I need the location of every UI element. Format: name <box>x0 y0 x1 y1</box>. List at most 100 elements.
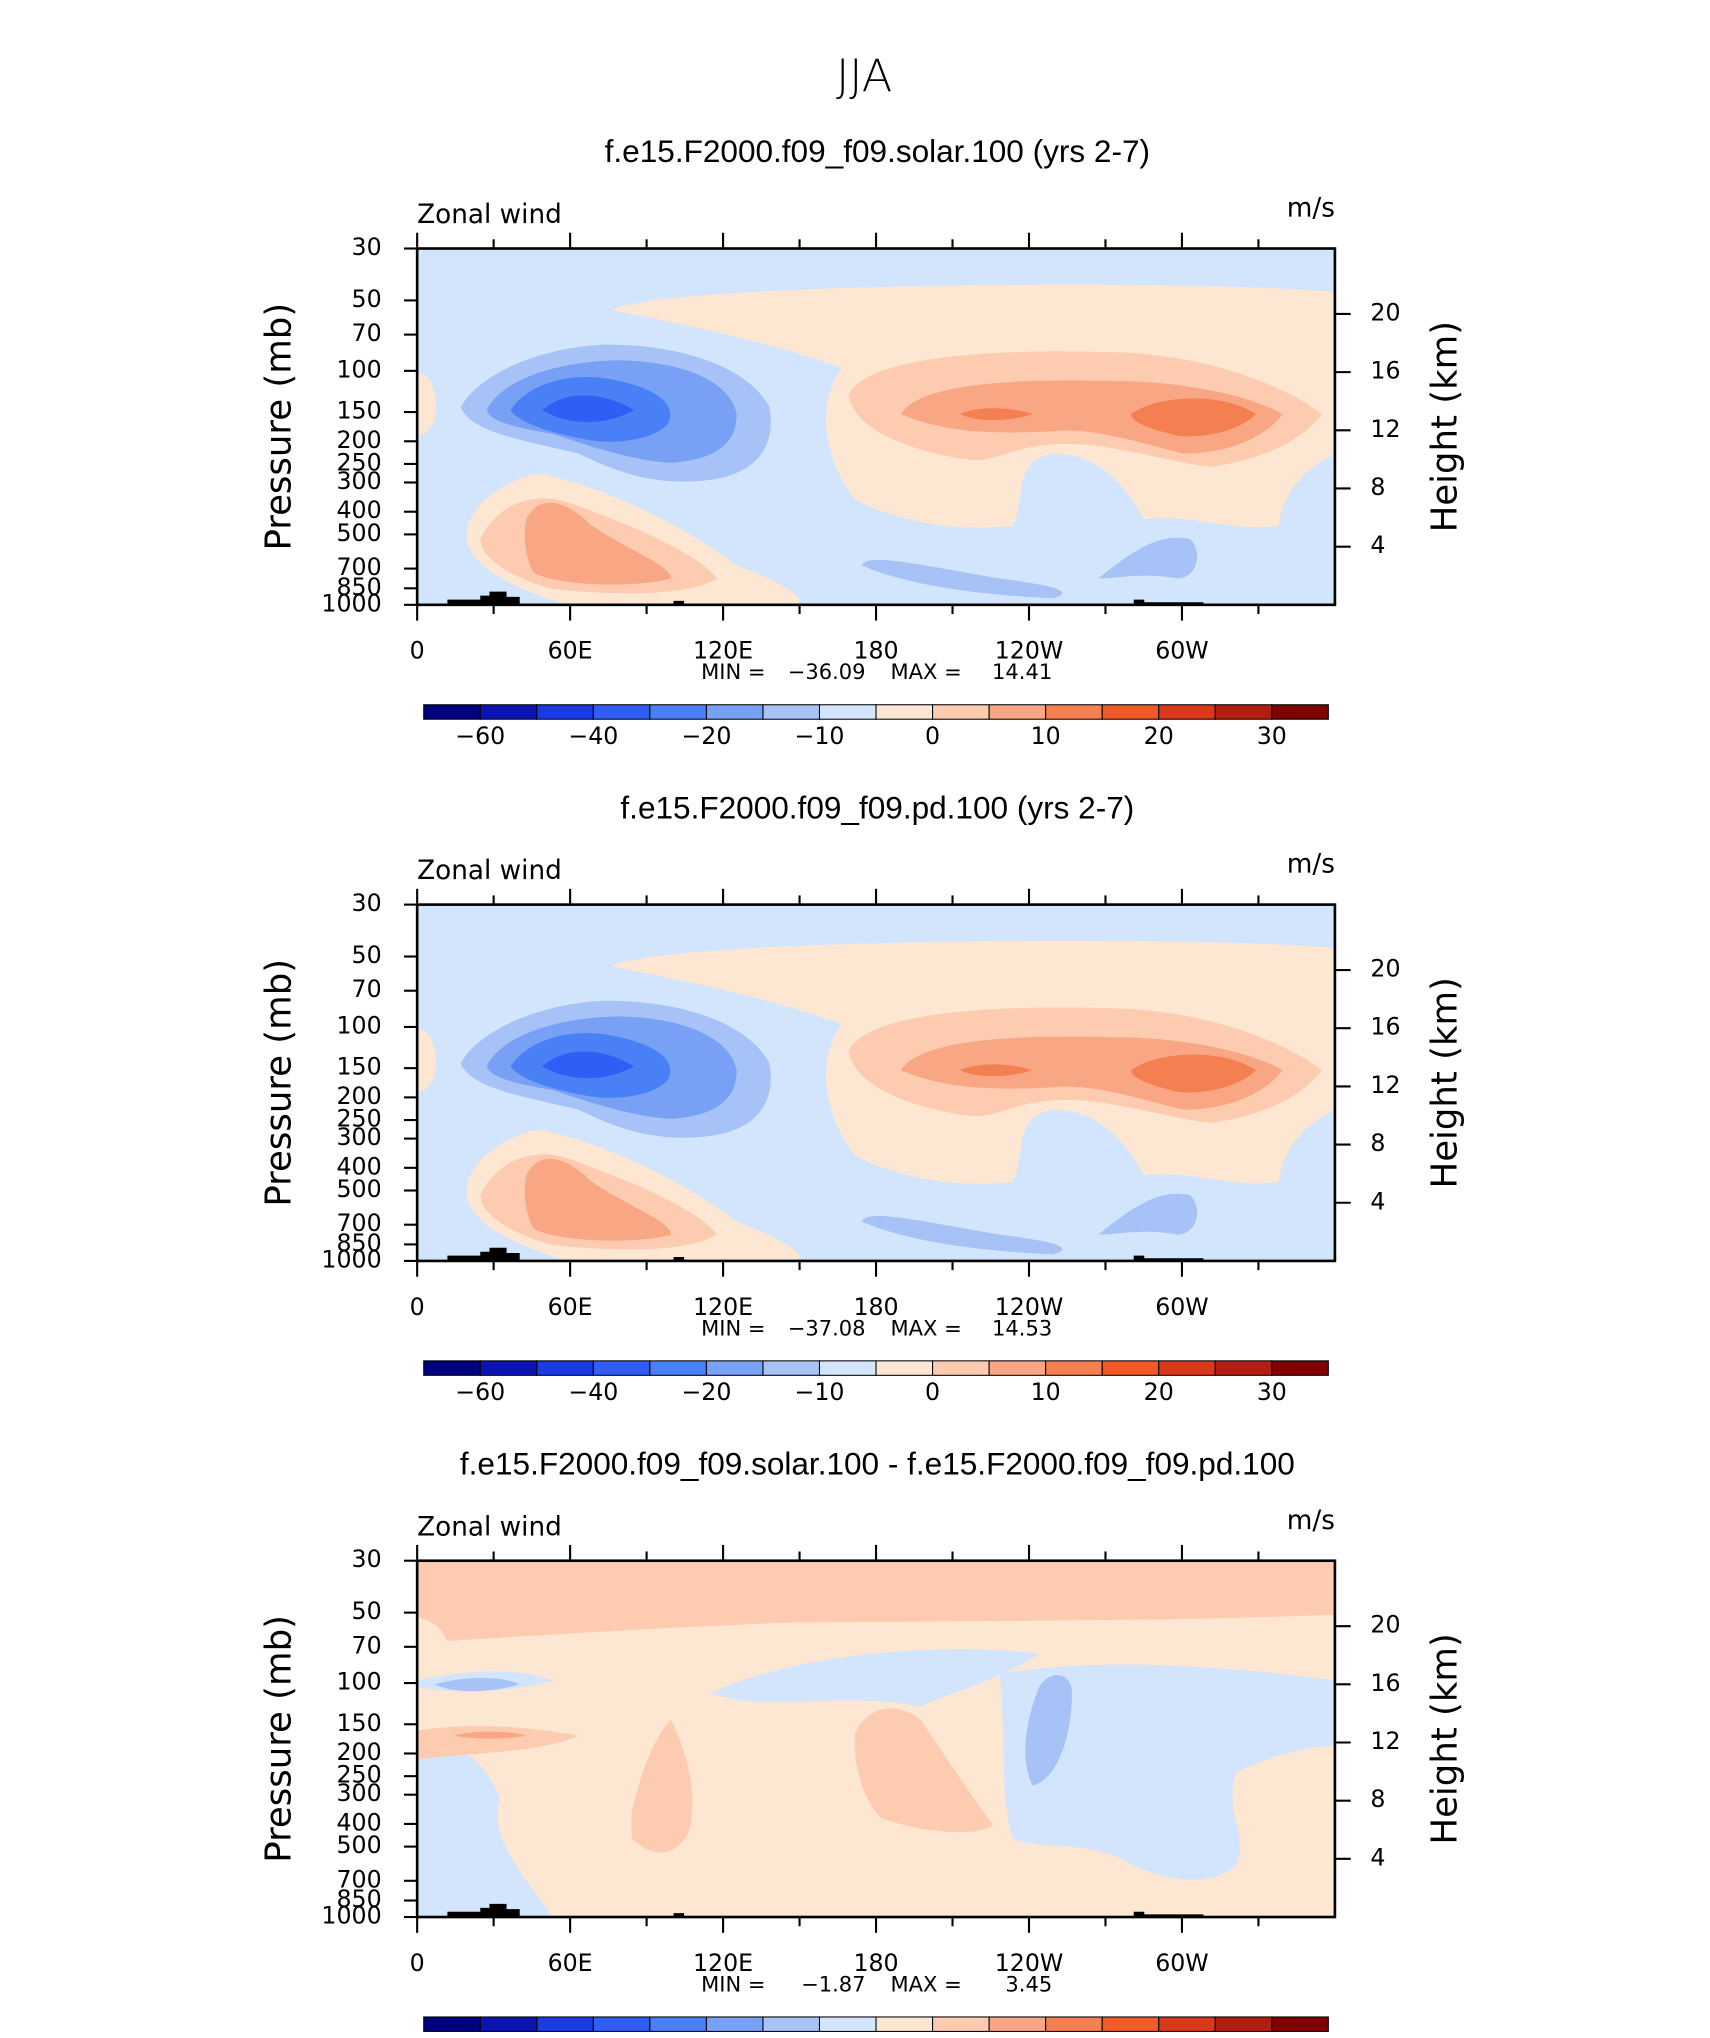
colorbar-box <box>1271 2016 1329 2032</box>
y-tick-label: 50 <box>352 941 382 969</box>
colorbar-box <box>988 2016 1047 2032</box>
colorbar-label: 3 <box>982 2034 997 2038</box>
colorbar-box <box>649 2016 707 2032</box>
colorbar-box <box>1045 1360 1103 1376</box>
colorbar-label: −15 <box>512 2034 562 2038</box>
colorbar-label: 30 <box>1257 722 1287 750</box>
colorbar-box <box>1101 1360 1160 1376</box>
contour-fill <box>542 1051 635 1079</box>
y-tick-label: 300 <box>337 1779 382 1807</box>
y-tick-label: 70 <box>352 975 382 1003</box>
contour-fill <box>1098 1193 1198 1235</box>
x-tick-label: 120W <box>995 1293 1064 1321</box>
colorbar-label: 20 <box>1144 722 1174 750</box>
x-tick-label: 120W <box>995 637 1064 665</box>
y-axis-label: Pressure (mb) <box>258 959 299 1207</box>
colorbar-box <box>818 2016 877 2032</box>
y-tick-label: 300 <box>337 467 382 495</box>
panel-title: f.e15.F2000.f09_f09.pd.100 (yrs 2-7) <box>620 789 1134 825</box>
contour-field <box>417 248 1335 605</box>
min-value: −1.87 <box>801 1971 865 1996</box>
contour-fill <box>417 1560 1335 1641</box>
y-tick-label: 500 <box>337 1831 382 1859</box>
colorbar-label: 0 <box>925 722 940 750</box>
contour-fill <box>1025 1675 1072 1786</box>
y-tick-label: 150 <box>337 1053 382 1081</box>
colorbar-box <box>1158 2016 1216 2032</box>
y2-axis-label: Height (km) <box>1425 321 1466 532</box>
y-tick-label: 850 <box>337 1229 382 1257</box>
min-label: MIN = <box>701 659 765 684</box>
colorbar-box <box>1214 2016 1273 2032</box>
y-axis-label: Pressure (mb) <box>258 1615 299 1863</box>
y-tick-label: 1000 <box>321 1902 381 1930</box>
colorbar-box <box>705 1360 764 1376</box>
y-tick-label: 30 <box>352 1545 382 1573</box>
y-tick-label: 50 <box>352 285 382 313</box>
y2-tick-label: 12 <box>1370 1071 1400 1099</box>
contour-fill <box>960 1064 1033 1077</box>
x-tick-label: 180 <box>853 1293 898 1321</box>
colorbar-box <box>592 704 651 720</box>
contour-fill <box>417 1742 553 1918</box>
y2-tick-label: 20 <box>1370 955 1400 983</box>
colorbar-box <box>649 1360 707 1376</box>
y-tick-label: 700 <box>337 553 382 581</box>
x-tick-label: 60E <box>548 637 593 665</box>
colorbar-label: 0 <box>925 1378 940 1406</box>
contour-fill <box>1131 398 1257 437</box>
x-tick-label: 120E <box>693 1949 753 1977</box>
y2-tick-label: 16 <box>1370 1669 1400 1697</box>
x-tick-label: 60W <box>1155 637 1209 665</box>
y2-tick-label: 4 <box>1370 1187 1385 1215</box>
min-value: −36.09 <box>788 659 866 684</box>
y2-tick-label: 16 <box>1370 1013 1400 1041</box>
min-label: MIN = <box>701 1971 765 1996</box>
colorbar-label: 0 <box>869 2034 884 2038</box>
max-label: MAX = <box>891 1315 962 1340</box>
y-tick-label: 850 <box>337 1885 382 1913</box>
colorbar-label: −18 <box>455 2034 505 2038</box>
figure-title: JJA <box>836 50 892 102</box>
contour-fill <box>453 1731 527 1739</box>
x-tick-label: 120E <box>693 637 753 665</box>
colorbar-box <box>423 1360 481 1376</box>
y-tick-label: 1000 <box>321 1245 381 1273</box>
y-tick-label: 700 <box>337 1865 382 1893</box>
colorbar-label: −60 <box>455 722 505 750</box>
y-tick-label: 100 <box>337 1668 382 1696</box>
y2-axis-label: Height (km) <box>1425 977 1466 1188</box>
colorbar-box <box>932 1360 990 1376</box>
colorbar-label: 12 <box>1144 2034 1174 2038</box>
y2-tick-label: 12 <box>1370 1727 1400 1755</box>
x-tick-label: 0 <box>410 1949 425 1977</box>
y-tick-label: 200 <box>337 426 382 454</box>
y-tick-label: 250 <box>337 1105 382 1133</box>
colorbar-box <box>1045 2016 1103 2032</box>
contour-fill <box>999 1664 1335 1880</box>
colorbar-box <box>988 1360 1047 1376</box>
right-label: m/s <box>1287 194 1335 224</box>
colorbar-label: −20 <box>681 722 731 750</box>
colorbar-label: −60 <box>455 1378 505 1406</box>
colorbar-box <box>479 2016 538 2032</box>
contour-fill <box>710 1649 1040 1707</box>
colorbar-box <box>1271 1360 1329 1376</box>
y-tick-label: 700 <box>337 1209 382 1237</box>
x-tick-label: 60W <box>1155 1293 1209 1321</box>
contour-fill <box>542 395 635 423</box>
colorbar-label: 15 <box>1200 2034 1230 2038</box>
x-tick-label: 60W <box>1155 1949 1209 1977</box>
y-tick-label: 1000 <box>321 589 381 617</box>
y2-tick-label: 8 <box>1370 473 1385 501</box>
colorbar-label: 18 <box>1257 2034 1287 2038</box>
colorbar-label: 30 <box>1257 1378 1287 1406</box>
y-tick-label: 500 <box>337 1175 382 1203</box>
y-tick-label: 100 <box>337 1011 382 1039</box>
colorbar-box <box>1158 1360 1216 1376</box>
y2-tick-label: 8 <box>1370 1785 1385 1813</box>
y-tick-label: 100 <box>337 355 382 383</box>
y2-tick-label: 4 <box>1370 1843 1385 1871</box>
colorbar-box <box>762 704 821 720</box>
y-tick-label: 30 <box>352 233 382 261</box>
